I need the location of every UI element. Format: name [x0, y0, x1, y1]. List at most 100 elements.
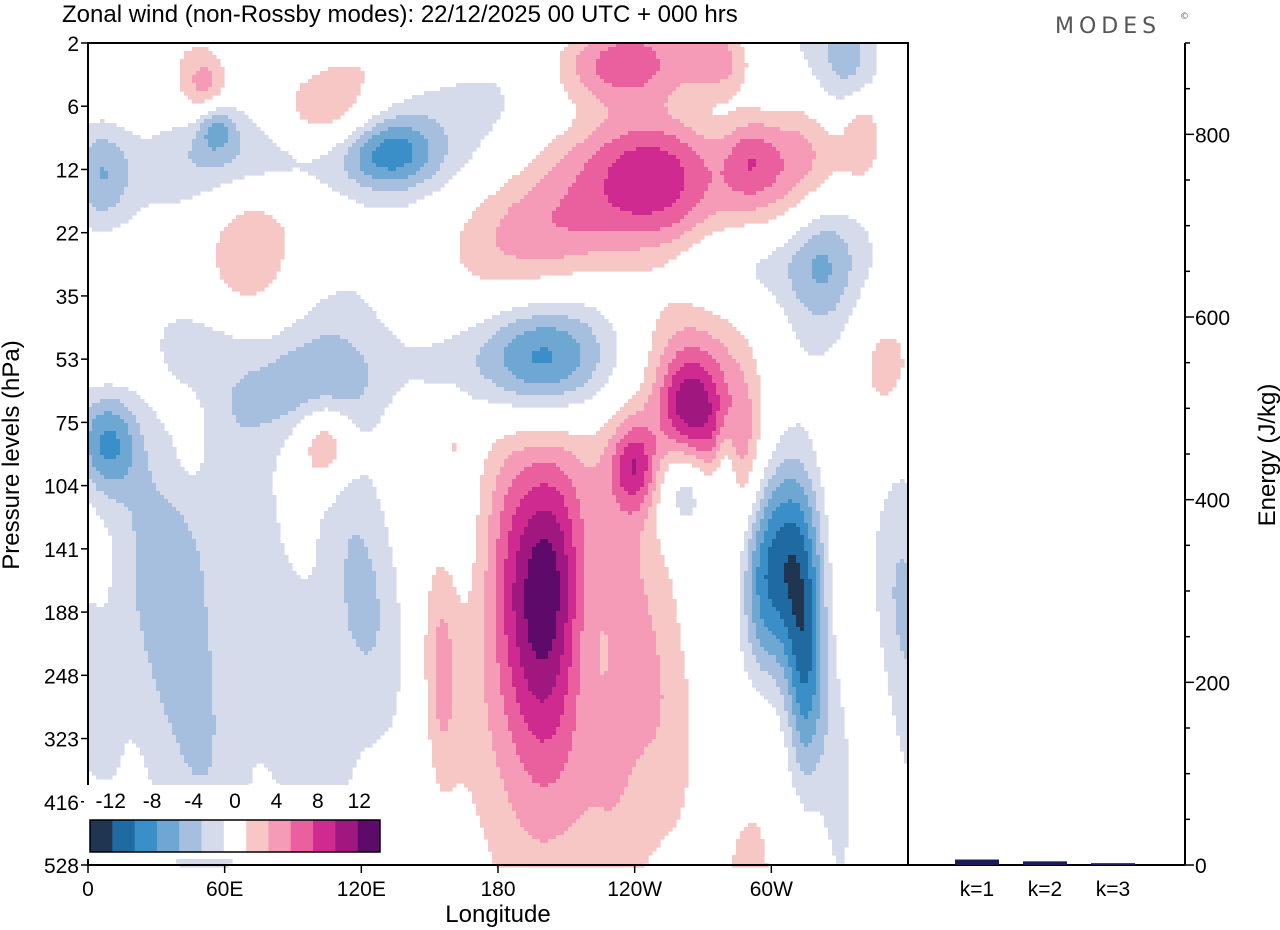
heat-cell: [752, 107, 757, 112]
heat-cell: [528, 187, 533, 192]
heat-cell: [660, 123, 665, 128]
heat-cell: [532, 179, 537, 184]
heat-cell: [348, 103, 353, 108]
heat-cell: [424, 115, 429, 120]
heat-cell: [720, 203, 725, 208]
heat-cell: [516, 175, 521, 180]
heat-cell: [628, 87, 633, 92]
heat-cell: [820, 75, 825, 80]
heat-cell: [800, 135, 805, 140]
heat-cell: [204, 147, 209, 152]
heat-cell: [640, 147, 645, 152]
heat-cell: [124, 195, 129, 200]
heat-cell: [256, 163, 261, 168]
heat-cell: [720, 175, 725, 180]
heat-cell: [768, 195, 773, 200]
heat-cell: [640, 131, 645, 136]
heat-cell: [604, 147, 609, 152]
heat-cell: [756, 187, 761, 192]
heat-cell: [824, 43, 829, 48]
heat-cell: [212, 111, 217, 116]
heat-cell: [596, 115, 601, 120]
heat-cell: [708, 171, 713, 176]
heat-cell: [632, 171, 637, 176]
heat-cell: [180, 195, 185, 200]
heat-cell: [844, 71, 849, 76]
heat-cell: [688, 83, 693, 88]
heat-cell: [860, 151, 865, 156]
heat-cell: [632, 143, 637, 148]
heat-cell: [716, 43, 721, 48]
heat-cell: [508, 179, 513, 184]
heat-cell: [656, 167, 661, 172]
heat-cell: [668, 159, 673, 164]
heat-cell: [432, 135, 437, 140]
heat-cell: [356, 167, 361, 172]
heat-cell: [340, 191, 345, 196]
heat-cell: [672, 111, 677, 116]
heat-cell: [624, 159, 629, 164]
heat-cell: [148, 151, 153, 156]
heat-cell: [116, 179, 121, 184]
heat-cell: [752, 123, 757, 128]
heat-cell: [212, 71, 217, 76]
heat-cell: [552, 199, 557, 204]
heat-cell: [612, 123, 617, 128]
heat-cell: [248, 139, 253, 144]
heat-cell: [776, 139, 781, 144]
heat-cell: [740, 195, 745, 200]
heat-cell: [496, 95, 501, 100]
heat-cell: [744, 139, 749, 144]
heat-cell: [780, 195, 785, 200]
heat-cell: [336, 99, 341, 104]
heat-cell: [648, 131, 653, 136]
heat-cell: [576, 59, 581, 64]
heat-cell: [836, 155, 841, 160]
heat-cell: [328, 115, 333, 120]
heat-cell: [128, 155, 133, 160]
heat-cell: [416, 147, 421, 152]
heat-cell: [760, 167, 765, 172]
heat-cell: [832, 83, 837, 88]
heat-cell: [188, 79, 193, 84]
heat-cell: [768, 123, 773, 128]
heat-cell: [220, 163, 225, 168]
heat-cell: [688, 51, 693, 56]
heat-cell: [172, 159, 177, 164]
heat-cell: [616, 163, 621, 168]
heat-cell: [92, 207, 97, 212]
heat-cell: [736, 183, 741, 188]
heat-cell: [480, 107, 485, 112]
heat-cell: [576, 207, 581, 212]
heat-cell: [160, 199, 165, 204]
heat-cell: [648, 115, 653, 120]
heat-cell: [396, 131, 401, 136]
heat-cell: [196, 171, 201, 176]
heat-cell: [788, 147, 793, 152]
heat-cell: [580, 147, 585, 152]
heat-cell: [756, 179, 761, 184]
heat-cell: [604, 107, 609, 112]
heat-cell: [720, 183, 725, 188]
heat-cell: [820, 151, 825, 156]
heat-cell: [304, 115, 309, 120]
heat-cell: [668, 123, 673, 128]
heat-cell: [276, 163, 281, 168]
heat-cell: [844, 151, 849, 156]
heat-cell: [700, 107, 705, 112]
heat-cell: [512, 195, 517, 200]
heat-cell: [460, 155, 465, 160]
heat-cell: [820, 167, 825, 172]
heat-cell: [372, 163, 377, 168]
heat-cell: [532, 191, 537, 196]
heat-cell: [196, 99, 201, 104]
heat-cell: [212, 155, 217, 160]
heat-cell: [144, 191, 149, 196]
heat-cell: [404, 171, 409, 176]
heat-cell: [688, 183, 693, 188]
heat-cell: [172, 155, 177, 160]
heat-cell: [312, 91, 317, 96]
heat-cell: [724, 183, 729, 188]
heat-cell: [592, 151, 597, 156]
heat-cell: [608, 139, 613, 144]
